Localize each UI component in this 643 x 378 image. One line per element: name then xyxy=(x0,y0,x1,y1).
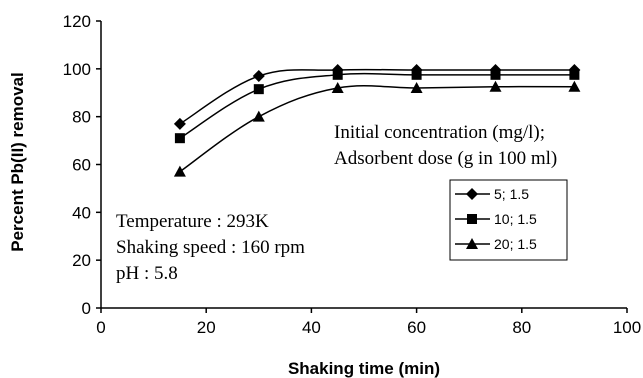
legend-swatch-square xyxy=(467,214,477,224)
x-axis-ticks: 0 20 40 60 80 100 xyxy=(96,308,641,337)
data-point-diamond xyxy=(173,117,186,130)
y-axis-ticks: 0 20 40 60 80 100 120 xyxy=(63,12,101,318)
data-point-square xyxy=(332,69,343,80)
legend-swatch-diamond xyxy=(466,188,478,200)
series-line xyxy=(179,84,575,173)
annotation-ph: pH : 5.8 xyxy=(116,263,178,284)
x-axis-title: Shaking time (min) xyxy=(288,359,440,378)
y-tick-label: 20 xyxy=(72,251,91,270)
legend-item: 10; 1.5 xyxy=(455,211,537,227)
y-tick-label: 60 xyxy=(72,156,91,175)
y-tick-label: 40 xyxy=(72,203,91,222)
y-tick-label: 100 xyxy=(63,60,91,79)
data-point-square xyxy=(253,84,264,95)
legend-title-line-2: Adsorbent dose (g in 100 ml) xyxy=(334,148,557,169)
legend: 5; 1.5 10; 1.5 20; 1.5 xyxy=(449,179,568,261)
data-point-triangle xyxy=(252,110,265,122)
data-point-triangle xyxy=(489,80,502,92)
annotation-shaking-speed: Shaking speed : 160 rpm xyxy=(116,237,305,258)
y-axis-title: Percent Pb(II) removal xyxy=(8,72,27,252)
legend-swatch-triangle xyxy=(466,238,478,249)
data-point-square xyxy=(174,133,185,144)
data-point-square xyxy=(411,69,422,80)
legend-item: 5; 1.5 xyxy=(455,186,529,202)
data-point-triangle xyxy=(410,81,423,93)
x-tick-label: 100 xyxy=(613,318,641,337)
legend-label: 10; 1.5 xyxy=(494,211,537,227)
legend-label: 5; 1.5 xyxy=(494,186,529,202)
data-point-diamond xyxy=(252,70,265,83)
series-layer xyxy=(173,64,581,177)
series-3 xyxy=(173,80,581,177)
data-point-triangle xyxy=(568,80,581,92)
annotation-temperature: Temperature : 293K xyxy=(116,211,269,232)
x-tick-label: 20 xyxy=(197,318,216,337)
data-point-triangle xyxy=(173,165,186,177)
x-tick-label: 60 xyxy=(407,318,426,337)
y-tick-label: 120 xyxy=(63,12,91,31)
y-tick-label: 80 xyxy=(72,108,91,127)
legend-label: 20; 1.5 xyxy=(494,236,537,252)
x-tick-label: 40 xyxy=(302,318,321,337)
legend-title-line-1: Initial concentration (mg/l); xyxy=(334,122,545,143)
series-2 xyxy=(174,69,580,144)
y-tick-label: 0 xyxy=(82,299,91,318)
data-point-square xyxy=(490,69,501,80)
x-tick-label: 0 xyxy=(96,318,105,337)
series-line xyxy=(179,68,575,125)
data-point-triangle xyxy=(331,81,344,93)
legend-item: 20; 1.5 xyxy=(455,236,537,252)
x-tick-label: 80 xyxy=(512,318,531,337)
data-point-square xyxy=(569,69,580,80)
